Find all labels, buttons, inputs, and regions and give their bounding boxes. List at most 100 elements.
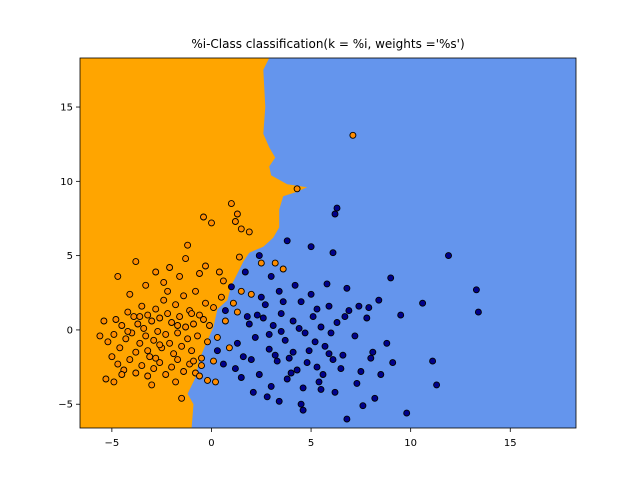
class-1-point [279, 298, 287, 306]
class-1-point [257, 293, 265, 301]
class-0-point [148, 381, 156, 389]
class-0-point [132, 348, 140, 356]
class-1-point [247, 356, 255, 364]
class-1-point [343, 415, 351, 423]
class-1-point [325, 302, 333, 310]
class-0-point [233, 210, 241, 218]
class-0-point [150, 336, 158, 344]
class-1-point [363, 314, 371, 322]
class-0-point [142, 332, 150, 340]
class-0-point [204, 338, 211, 346]
class-1-point [371, 394, 379, 402]
class-0-point [102, 375, 110, 383]
class-1-point [299, 406, 307, 414]
class-0-point [202, 262, 209, 270]
class-1-point [327, 329, 335, 337]
class-0-point [156, 341, 164, 349]
class-0-point [180, 368, 188, 375]
class-0-point [168, 363, 176, 371]
class-0-point [198, 362, 205, 370]
class-1-point [333, 319, 341, 326]
class-1-point [277, 327, 285, 335]
class-0-point [160, 278, 168, 286]
class-0-point [138, 362, 146, 370]
class-1-point [281, 336, 289, 344]
class-1-point [357, 368, 365, 375]
class-0-point [124, 327, 132, 335]
class-0-point [210, 357, 217, 365]
x-tick-label: 15 [504, 438, 517, 449]
class-0-point [136, 339, 144, 347]
class-0-point [196, 270, 203, 277]
class-1-point [329, 249, 337, 257]
class-1-point [333, 204, 341, 212]
class-0-point [212, 378, 219, 386]
class-0-point [178, 394, 186, 402]
class-1-point [313, 305, 321, 313]
class-1-point [295, 324, 303, 332]
class-0-point [192, 287, 199, 295]
class-1-point [231, 365, 239, 373]
class-0-point [100, 317, 108, 325]
class-1-point [325, 350, 333, 358]
class-0-point [126, 356, 134, 364]
class-1-point [239, 353, 247, 361]
class-0-point [245, 228, 253, 236]
class-1-point [377, 371, 385, 378]
class-1-point [305, 347, 313, 355]
class-0-point [176, 272, 184, 280]
x-tick-label: 10 [404, 438, 417, 449]
class-0-point [114, 360, 122, 368]
class-1-point [383, 339, 391, 347]
class-0-point [154, 327, 162, 335]
y-axis: −5 0 5 10 15 [58, 103, 80, 411]
class-1-point [293, 366, 301, 374]
class-1-point [309, 313, 317, 321]
class-1-point [285, 354, 293, 362]
class-1-point [307, 243, 315, 251]
x-axis: −5 0 5 10 15 [104, 428, 517, 449]
class-1-point [269, 322, 277, 329]
class-1-point [297, 400, 305, 408]
class-1-point [261, 301, 269, 309]
class-0-point [225, 344, 233, 352]
class-1-point [474, 308, 482, 316]
class-0-point [184, 241, 192, 249]
class-0-point [237, 225, 245, 233]
class-1-point [317, 385, 325, 393]
class-0-point [219, 277, 227, 285]
class-0-region [80, 58, 308, 428]
class-0-point [162, 330, 170, 338]
class-1-point [319, 371, 327, 378]
class-0-point [110, 378, 118, 386]
class-0-point [202, 299, 209, 307]
class-0-point [152, 305, 160, 313]
class-1-point [445, 252, 452, 260]
class-1-point [271, 351, 279, 359]
class-1-point [365, 304, 373, 312]
y-tick-label: 10 [60, 177, 73, 188]
class-0-point [182, 255, 190, 263]
class-0-point [174, 329, 182, 337]
class-1-point [303, 359, 311, 367]
class-0-point [233, 308, 241, 316]
class-0-point [184, 335, 192, 343]
class-1-point [369, 348, 377, 356]
class-1-point [341, 313, 349, 321]
class-0-point [150, 365, 158, 373]
class-0-point [190, 357, 197, 365]
class-0-point [200, 213, 207, 221]
class-1-point [233, 339, 241, 347]
class-1-point [275, 287, 283, 295]
class-0-point [144, 347, 152, 355]
y-tick-label: −5 [58, 400, 73, 411]
class-1-point [375, 296, 383, 304]
x-tick-label: 0 [208, 438, 214, 449]
class-1-point [251, 333, 259, 341]
class-0-point [142, 281, 150, 289]
x-tick-label: −5 [104, 438, 119, 449]
class-0-point [152, 354, 160, 362]
class-0-point [170, 350, 178, 358]
class-0-point [138, 302, 146, 310]
class-0-point [164, 287, 172, 295]
